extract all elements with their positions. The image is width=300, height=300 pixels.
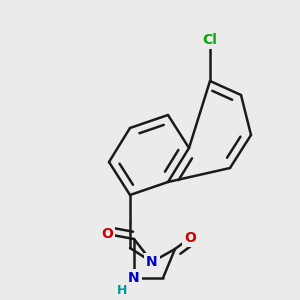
Text: O: O — [101, 227, 113, 241]
Text: Cl: Cl — [202, 33, 217, 47]
Text: N: N — [146, 255, 158, 269]
Text: O: O — [184, 231, 196, 245]
Text: N: N — [128, 271, 140, 285]
Text: H: H — [117, 284, 127, 296]
